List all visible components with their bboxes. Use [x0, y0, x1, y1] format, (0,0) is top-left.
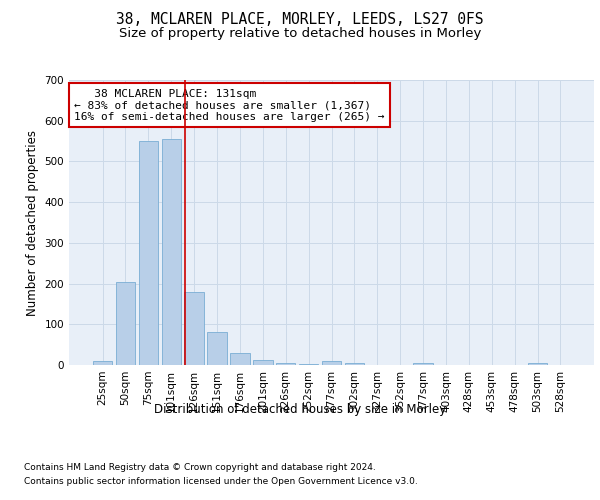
Bar: [116, 282, 135, 365]
Bar: [93, 361, 112, 365]
Text: Contains public sector information licensed under the Open Government Licence v3: Contains public sector information licen…: [24, 478, 418, 486]
Text: Size of property relative to detached houses in Morley: Size of property relative to detached ho…: [119, 28, 481, 40]
Text: Distribution of detached houses by size in Morley: Distribution of detached houses by size …: [154, 402, 446, 415]
Text: 38 MCLAREN PLACE: 131sqm
← 83% of detached houses are smaller (1,367)
16% of sem: 38 MCLAREN PLACE: 131sqm ← 83% of detach…: [74, 88, 385, 122]
Text: Contains HM Land Registry data © Crown copyright and database right 2024.: Contains HM Land Registry data © Crown c…: [24, 462, 376, 471]
Bar: [208, 332, 227, 365]
Text: 38, MCLAREN PLACE, MORLEY, LEEDS, LS27 0FS: 38, MCLAREN PLACE, MORLEY, LEEDS, LS27 0…: [116, 12, 484, 28]
Y-axis label: Number of detached properties: Number of detached properties: [26, 130, 39, 316]
Bar: [322, 361, 341, 365]
Bar: [413, 363, 433, 365]
Bar: [139, 141, 158, 365]
Bar: [299, 364, 319, 365]
Bar: [161, 139, 181, 365]
Bar: [184, 292, 204, 365]
Bar: [230, 353, 250, 365]
Bar: [528, 363, 547, 365]
Bar: [276, 363, 295, 365]
Bar: [253, 360, 272, 365]
Bar: [344, 363, 364, 365]
